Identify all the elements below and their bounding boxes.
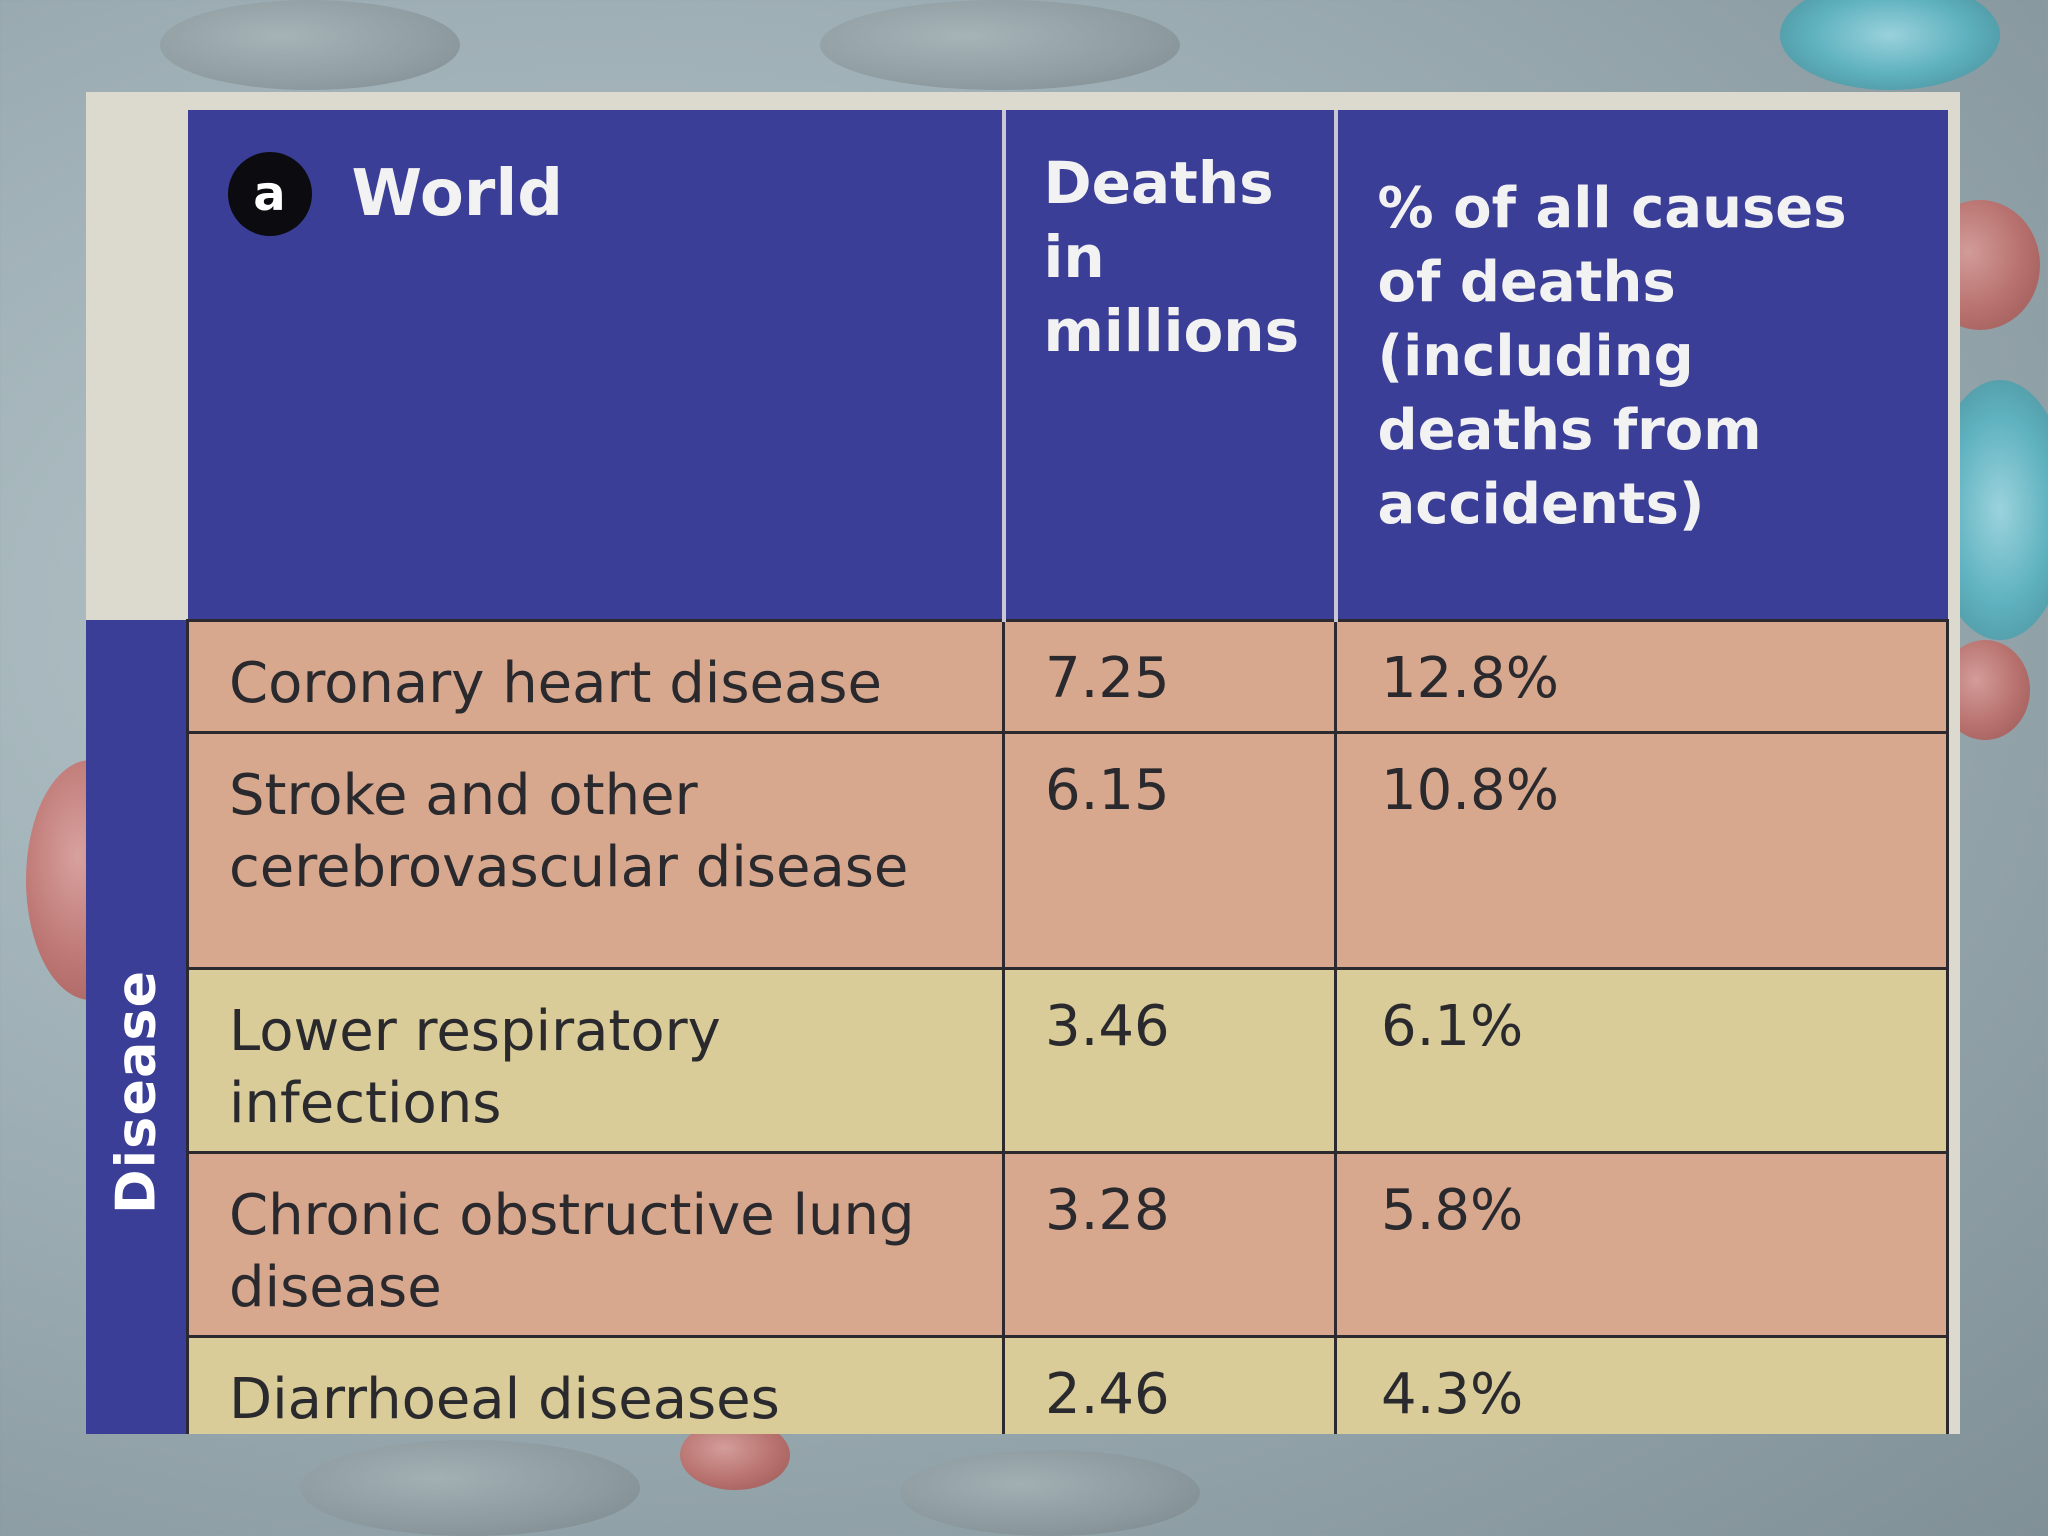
cause-cell: Coronary heart disease <box>186 618 1005 734</box>
table-row: Lower respiratory infections 3.46 6.1% <box>186 966 1949 1154</box>
table-row: Stroke and other cerebrovascular disease… <box>186 730 1949 970</box>
background-virus <box>1780 0 2000 90</box>
panel-badge: a <box>227 152 312 236</box>
table-row: Chronic obstructive lung disease 3.28 5.… <box>186 1150 1949 1338</box>
textbook-page: Disease a World Deaths in millions % of a… <box>86 92 1960 1434</box>
deaths-cell: 3.46 <box>1002 966 1337 1154</box>
percent-column-header: % of all causes of deaths (including dea… <box>1335 110 1948 620</box>
percent-cell: 6.1% <box>1334 966 1949 1154</box>
causes-of-death-table: a World Deaths in millions % of all cause… <box>186 110 1949 1434</box>
region-title: World <box>351 157 564 231</box>
deaths-column-header: Deaths in millions <box>1003 110 1338 620</box>
background-cell <box>820 0 1180 90</box>
header-row: a World Deaths in millions % of all cause… <box>187 110 1948 620</box>
percent-cell: 5.8% <box>1334 1150 1949 1338</box>
table-row: Diarrhoeal diseases 2.46 4.3% <box>186 1334 1949 1434</box>
background-cell <box>160 0 460 90</box>
cause-cell: Chronic obstructive lung disease <box>186 1150 1005 1338</box>
percent-cell: 4.3% <box>1334 1334 1949 1434</box>
region-header-cell: a World <box>187 110 1006 620</box>
deaths-cell: 6.15 <box>1002 730 1337 970</box>
percent-cell: 10.8% <box>1334 730 1949 970</box>
cause-cell: Lower respiratory infections <box>186 966 1005 1154</box>
cause-cell: Diarrhoeal diseases <box>186 1334 1005 1434</box>
deaths-cell: 2.46 <box>1002 1334 1337 1434</box>
disease-side-label: Disease <box>104 969 168 1215</box>
table-row: Coronary heart disease 7.25 12.8% <box>186 618 1949 734</box>
background-cell <box>900 1450 1200 1536</box>
cause-cell: Stroke and other cerebrovascular disease <box>186 730 1005 970</box>
percent-cell: 12.8% <box>1334 618 1949 734</box>
deaths-cell: 7.25 <box>1002 618 1337 734</box>
disease-side-band <box>86 620 186 1434</box>
background-cell <box>300 1440 640 1536</box>
deaths-cell: 3.28 <box>1002 1150 1337 1338</box>
